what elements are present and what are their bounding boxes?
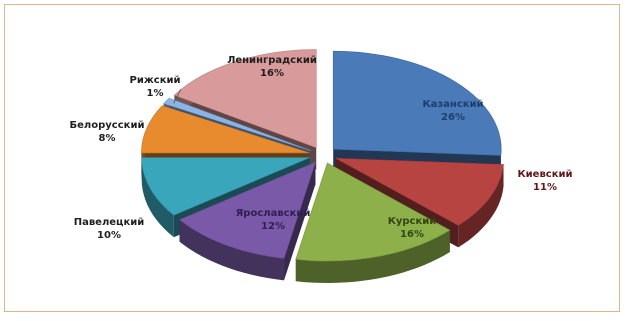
pie-chart: Казанский 26% Киевский 11% Курский 16% Ярослав… <box>70 49 573 283</box>
slice-name-1: Киевский <box>517 169 572 180</box>
slice-name-6: Рижский <box>129 75 180 86</box>
slice-label-2: Курский 16% <box>388 216 437 240</box>
slice-pct-6: 1% <box>147 88 164 99</box>
slice-pct-3: 12% <box>261 221 285 232</box>
slice-label-7: Ленинградский 16% <box>227 55 317 79</box>
pie-slices <box>141 49 504 283</box>
pie-slice-2 <box>295 162 451 283</box>
slice-pct-5: 8% <box>99 133 116 144</box>
slice-name-7: Ленинградский <box>227 55 317 66</box>
slice-label-1: Киевский 11% <box>517 169 572 193</box>
slice-name-0: Казанский <box>422 99 483 110</box>
chart-frame: Казанский 26% Киевский 11% Курский 16% Ярослав… <box>4 4 620 312</box>
pie-slice-3 <box>179 161 316 281</box>
slice-name-5: Белорусский <box>70 120 145 131</box>
slice-pct-7: 16% <box>260 68 284 79</box>
slice-label-6: Рижский 1% <box>129 75 180 99</box>
slice-label-0: Казанский 26% <box>422 99 483 123</box>
slice-name-2: Курский <box>388 216 437 227</box>
slice-pct-4: 10% <box>97 230 121 241</box>
pie-labels: Казанский 26% Киевский 11% Курский 16% Ярослав… <box>70 55 573 241</box>
slice-name-4: Павелецкий <box>74 217 145 228</box>
leader-line-rizhsky <box>173 88 182 104</box>
slice-pct-2: 16% <box>400 229 424 240</box>
slice-pct-0: 26% <box>441 112 465 123</box>
slice-label-3: Ярославский 12% <box>236 208 311 232</box>
slice-name-3: Ярославский <box>236 208 311 219</box>
pie-slice-0 <box>332 50 502 178</box>
slice-label-5: Белорусский 8% <box>70 120 145 144</box>
slice-pct-1: 11% <box>533 182 557 193</box>
slice-label-4: Павелецкий 10% <box>74 217 145 241</box>
